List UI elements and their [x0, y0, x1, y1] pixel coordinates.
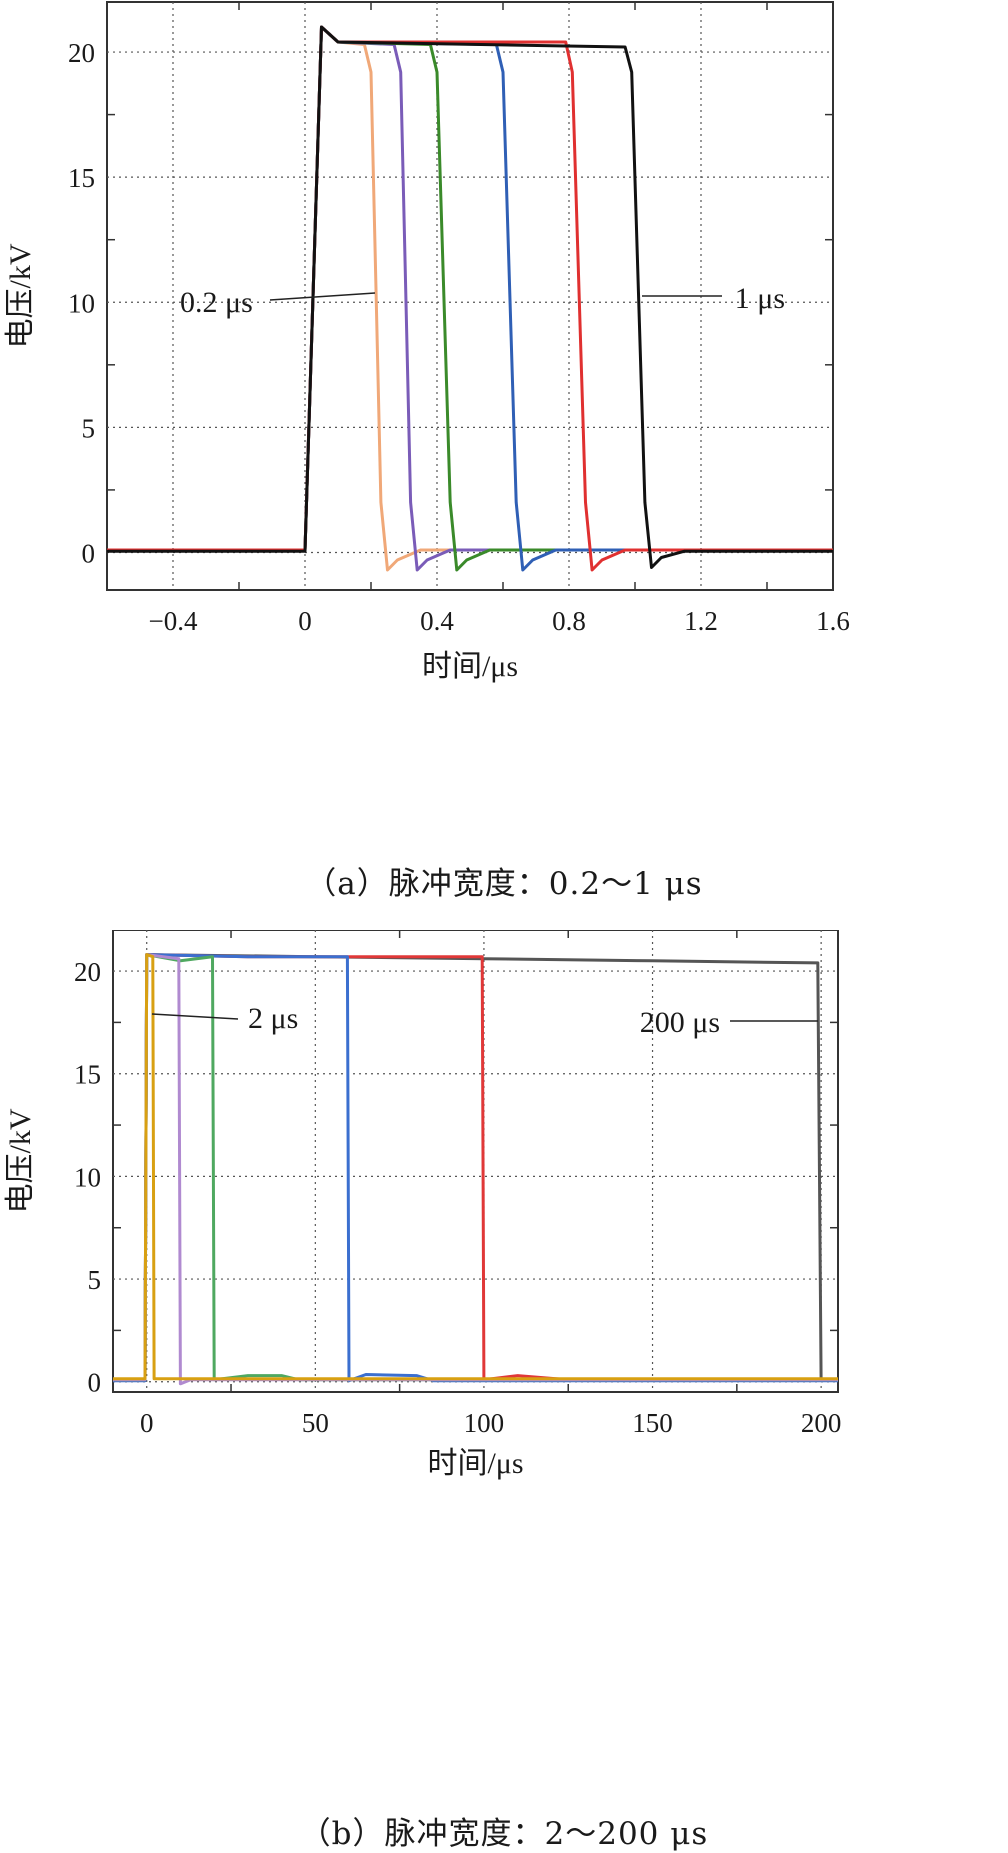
x-tick-label-a-4: 1.2 — [684, 606, 718, 636]
annotation-label-b-1: 200 μs — [640, 1006, 720, 1039]
chart-b: 0 50 100 150 200 0 5 10 15 20 时间/μs 电压/kV 2 μs 200 μs — [4, 930, 842, 1480]
plot-frame-b — [112, 930, 839, 1393]
y-axis-label-b: 电压/kV — [4, 1108, 37, 1213]
y-tick-label-a-1: 5 — [82, 413, 96, 443]
annotation-label-a-1: 1 μs — [735, 282, 785, 315]
series-line-b-5 — [113, 953, 838, 1381]
y-tick-label-b-0: 0 — [88, 1368, 102, 1398]
y-tick-label-a-0: 0 — [82, 538, 96, 568]
y-tick-label-b-1: 5 — [88, 1265, 102, 1295]
x-tick-label-a-0: −0.4 — [149, 606, 198, 636]
annotation-leader-b-0 — [151, 1013, 239, 1020]
y-tick-label-b-3: 15 — [74, 1060, 101, 1090]
x-tick-label-b-1: 50 — [302, 1408, 329, 1438]
y-tick-label-a-2: 10 — [68, 288, 95, 318]
x-tick-label-a-1: 0 — [298, 606, 312, 636]
annotation-label-b-0: 2 μs — [248, 1002, 298, 1035]
x-tick-label-b-4: 200 — [801, 1408, 842, 1438]
caption-a: （a）脉冲宽度：0.2～1 μs — [305, 866, 703, 902]
x-tick-label-b-3: 150 — [632, 1408, 673, 1438]
y-tick-label-b-4: 20 — [74, 957, 101, 987]
chart-a: −0.4 0 0.4 0.8 1.2 1.6 0 5 10 15 20 时间/μs 电压/kV 0.2 μ… — [4, 1, 850, 683]
y-tick-label-b-2: 10 — [74, 1162, 101, 1192]
x-axis-label-b: 时间/μs — [427, 1447, 523, 1480]
annotation-leader-a-0 — [269, 292, 376, 301]
caption-b: （b）脉冲宽度：2～200 μs — [299, 1816, 709, 1852]
annotation-label-a-0: 0.2 μs — [180, 286, 253, 319]
x-tick-label-a-5: 1.6 — [816, 606, 850, 636]
y-tick-label-a-4: 20 — [68, 38, 95, 68]
x-axis-label-a: 时间/μs — [422, 650, 518, 683]
x-tick-label-a-2: 0.4 — [420, 606, 454, 636]
x-tick-label-b-0: 0 — [140, 1408, 154, 1438]
y-axis-label-a: 电压/kV — [4, 243, 37, 348]
x-tick-label-a-3: 0.8 — [552, 606, 586, 636]
series-line-a-5 — [107, 25, 833, 569]
x-tick-label-b-2: 100 — [464, 1408, 505, 1438]
y-tick-label-a-3: 15 — [68, 163, 95, 193]
